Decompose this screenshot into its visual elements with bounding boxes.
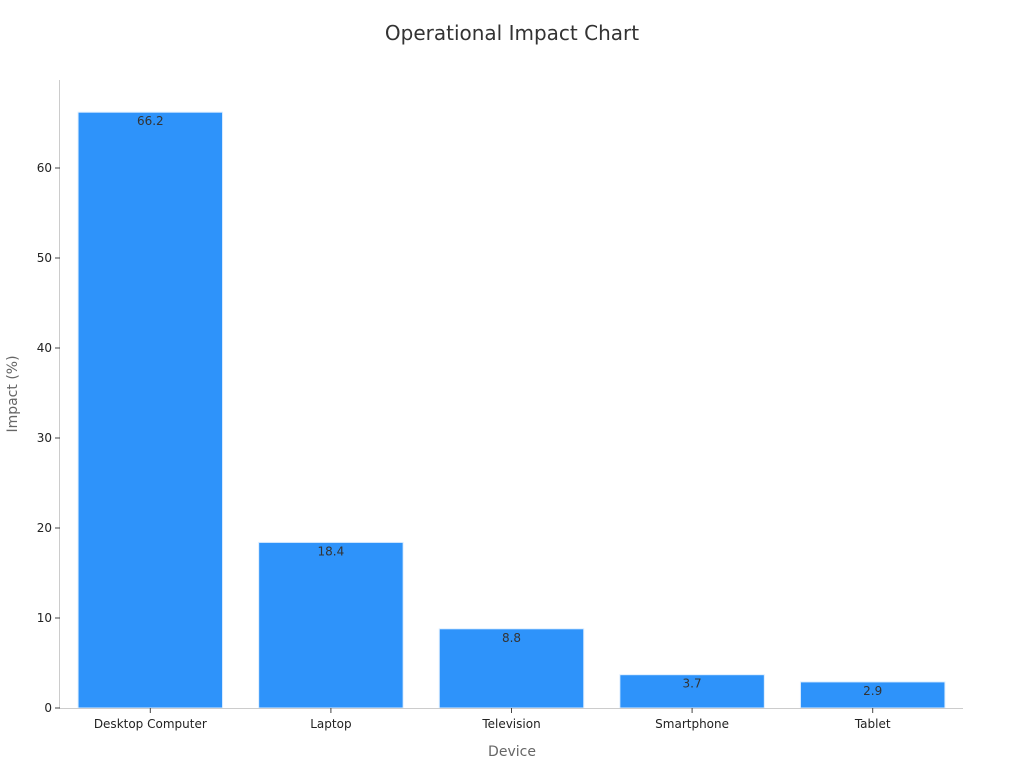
data-label: 18.4 [318,544,345,558]
bar-laptop [258,541,404,709]
y-ticks-group: 0 10 20 30 40 50 60 [37,161,60,715]
y-tick-label: 10 [37,611,52,625]
x-ticks-group: Desktop Computer Laptop Television Smartpho… [94,708,891,731]
bars-group [77,111,946,709]
y-tick-label: 30 [37,431,52,445]
data-label: 3.7 [683,677,702,691]
data-label: 66.2 [137,114,164,128]
bar-television [438,628,585,709]
y-tick-label: 60 [37,161,52,175]
data-labels-group: 66.2 18.4 8.8 3.7 2.9 [137,114,882,698]
x-tick-label: Laptop [310,717,351,731]
bar-smartphone [619,674,765,709]
data-label: 8.8 [502,631,521,645]
x-axis-label: Device [488,744,536,760]
x-tick-label: Tablet [854,717,891,731]
data-label: 2.9 [863,684,882,698]
y-tick-label: 20 [37,521,52,535]
y-tick-label: 40 [37,341,52,355]
x-tick-label: Smartphone [655,717,729,731]
y-axis-label: Impact (%) [5,355,21,432]
y-tick-label: 50 [37,251,52,265]
x-tick-label: Television [481,717,540,731]
x-tick-label: Desktop Computer [94,717,207,731]
chart-title: Operational Impact Chart [385,21,639,45]
y-tick-label: 0 [44,701,52,715]
bar-desktop-computer [77,111,224,709]
